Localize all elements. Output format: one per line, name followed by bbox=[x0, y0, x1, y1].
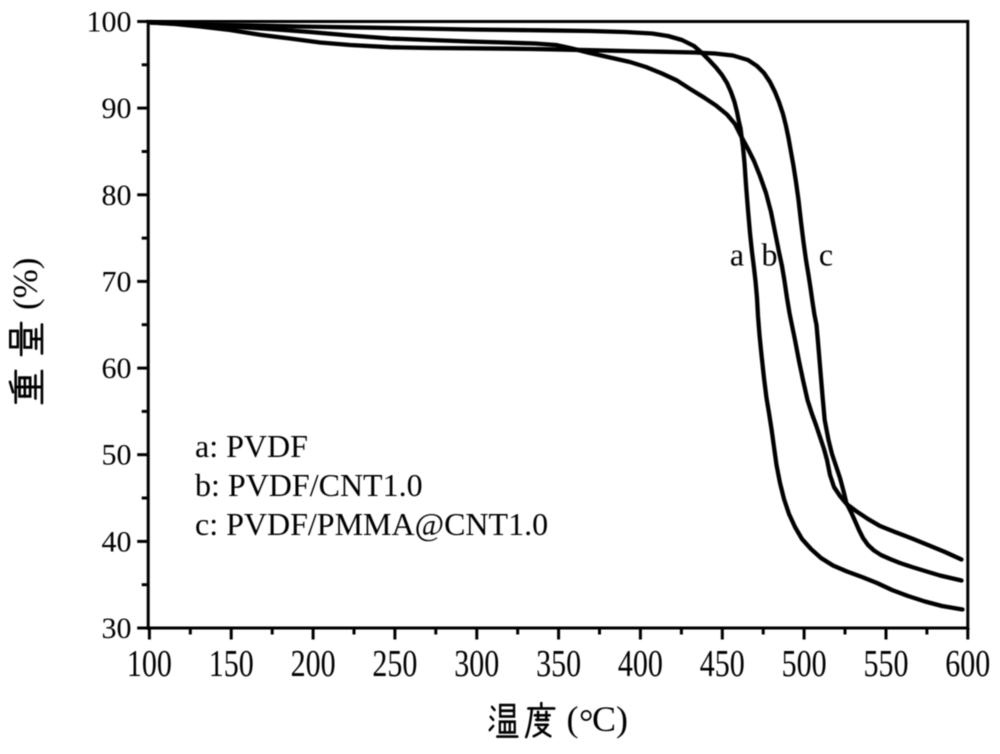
svg-text:40: 40 bbox=[102, 525, 132, 558]
svg-text:c: PVDF/PMMA@CNT1.0: c: PVDF/PMMA@CNT1.0 bbox=[195, 506, 548, 542]
svg-text:b: b bbox=[762, 237, 778, 273]
svg-text:90: 90 bbox=[102, 92, 132, 125]
svg-text:500: 500 bbox=[782, 643, 827, 685]
svg-text:60: 60 bbox=[102, 352, 132, 385]
svg-text:(: ( bbox=[567, 699, 579, 739]
svg-text:): ) bbox=[616, 699, 628, 739]
svg-text:200: 200 bbox=[291, 643, 336, 685]
svg-text:100: 100 bbox=[127, 643, 172, 685]
svg-text:c: c bbox=[819, 237, 833, 273]
svg-text:b: PVDF/CNT1.0: b: PVDF/CNT1.0 bbox=[195, 467, 423, 503]
svg-text:350: 350 bbox=[536, 643, 581, 685]
svg-text:(%): (%) bbox=[6, 258, 45, 310]
svg-text:250: 250 bbox=[372, 643, 417, 685]
svg-text:a: a bbox=[730, 237, 744, 273]
svg-text:50: 50 bbox=[102, 439, 132, 472]
svg-text:300: 300 bbox=[454, 643, 499, 685]
svg-text:550: 550 bbox=[863, 643, 908, 685]
svg-text:600: 600 bbox=[945, 643, 990, 685]
svg-text:400: 400 bbox=[618, 643, 663, 685]
svg-text:C: C bbox=[592, 699, 616, 739]
svg-text:100: 100 bbox=[87, 6, 132, 39]
svg-text:30: 30 bbox=[102, 612, 132, 645]
svg-text:70: 70 bbox=[102, 265, 132, 298]
svg-text:a: PVDF: a: PVDF bbox=[195, 428, 308, 464]
svg-text:°: ° bbox=[579, 702, 593, 742]
svg-text:80: 80 bbox=[102, 179, 132, 212]
svg-text:150: 150 bbox=[209, 643, 254, 685]
svg-text:450: 450 bbox=[700, 643, 745, 685]
